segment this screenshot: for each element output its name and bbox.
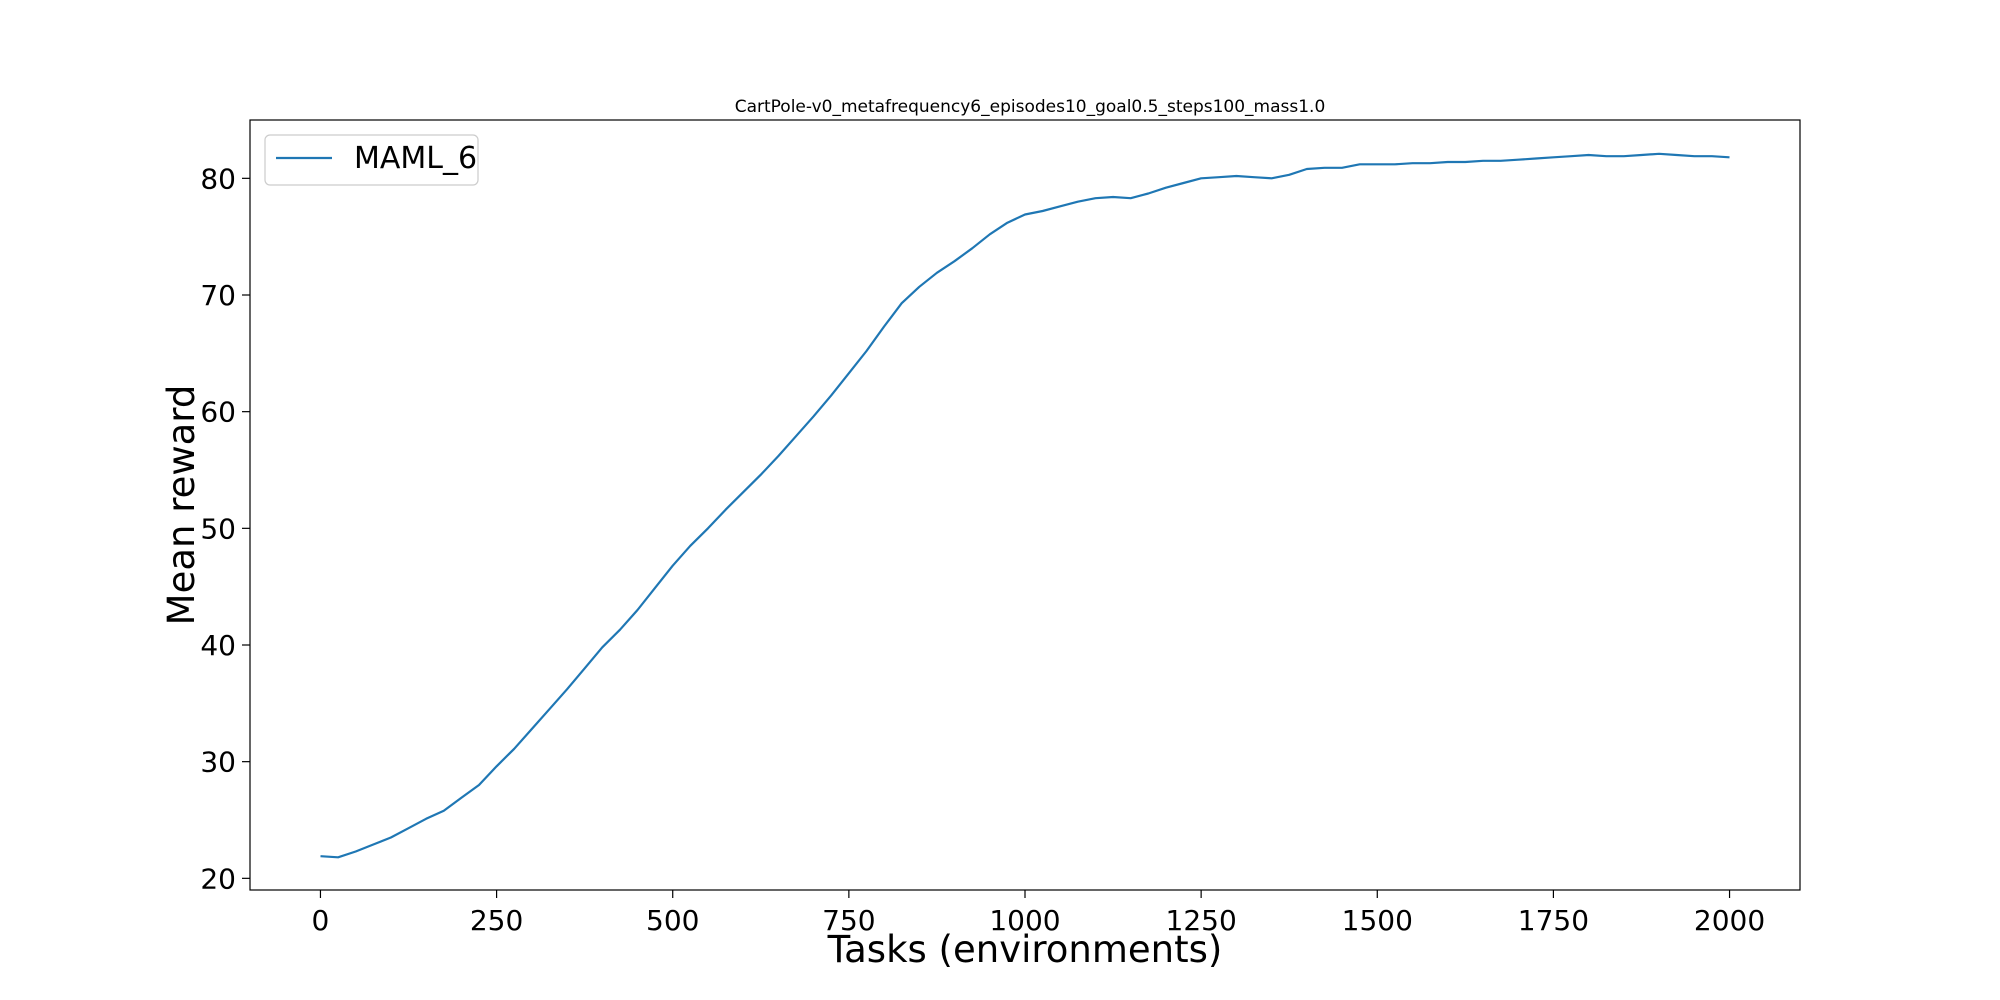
legend-label: MAML_6 bbox=[354, 141, 477, 176]
y-tick-label: 50 bbox=[200, 512, 236, 545]
x-tick-label: 750 bbox=[822, 904, 875, 937]
plot-area bbox=[249, 119, 1801, 891]
x-tick-label: 1000 bbox=[989, 904, 1060, 937]
series-layer bbox=[320, 152, 1730, 859]
y-tick-label: 80 bbox=[200, 162, 236, 195]
x-tick-label: 2000 bbox=[1694, 904, 1765, 937]
legend: MAML_6 bbox=[264, 134, 479, 186]
y-axis-label: Mean reward bbox=[160, 385, 203, 626]
y-tick-label: 60 bbox=[200, 396, 236, 429]
y-tick-label: 40 bbox=[200, 629, 236, 662]
y-tick-label: 20 bbox=[200, 862, 236, 895]
x-tick-label: 1750 bbox=[1518, 904, 1589, 937]
y-axis-ticks: 20 30 40 50 60 70 80 bbox=[200, 162, 250, 895]
legend-box bbox=[264, 134, 479, 186]
x-tick-label: 250 bbox=[470, 904, 523, 937]
y-tick-label: 30 bbox=[200, 746, 236, 779]
y-tick-label: 70 bbox=[200, 279, 236, 312]
x-tick-label: 0 bbox=[312, 904, 330, 937]
x-tick-label: 1250 bbox=[1166, 904, 1237, 937]
series-line-0 bbox=[320, 152, 1730, 859]
x-axis-label: Tasks (environments) bbox=[827, 928, 1223, 971]
x-tick-label: 1500 bbox=[1342, 904, 1413, 937]
x-tick-label: 500 bbox=[646, 904, 699, 937]
chart-title: CartPole-v0_metafrequency6_episodes10_go… bbox=[735, 97, 1326, 117]
x-axis-ticks: 0 250 500 750 1000 1250 1500 1750 2000 bbox=[312, 890, 1765, 937]
